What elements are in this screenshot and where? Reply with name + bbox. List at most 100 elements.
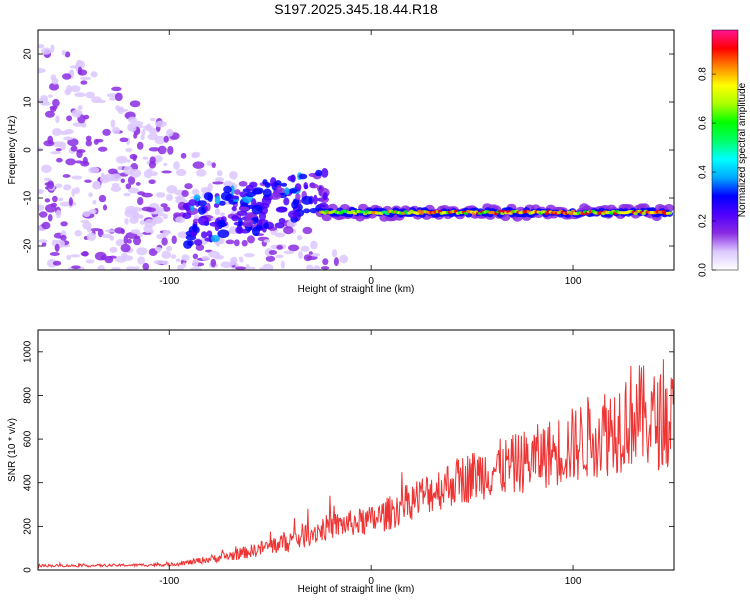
noise-cell [123,165,134,175]
feature-cell [244,214,250,219]
feature-cell [262,188,272,198]
noise-cell [149,156,156,164]
noise-cell [320,266,330,270]
noise-cell [161,250,172,259]
noise-cell [62,174,71,178]
snr-plot-area [38,330,674,570]
noise-cell [90,71,98,78]
feature-cell [287,175,296,182]
noise-cell [38,188,44,195]
noise-cell [120,228,125,235]
noise-cell [132,236,142,246]
noise-cell [331,249,338,258]
noise-cell [171,235,177,245]
feature-cell [263,222,269,229]
noise-cell [41,221,51,230]
noise-cell [160,203,168,208]
feature-cell [287,210,298,219]
noise-cell [161,237,168,246]
noise-cell [43,177,52,182]
noise-cell [177,264,184,270]
colorbar-tick-label: 0.4 [698,165,709,179]
noise-cell [52,128,62,136]
noise-cell [91,96,102,104]
heatmap-y-ticks: -20 -10 0 10 20 [23,48,674,253]
noise-cell [76,149,83,159]
noise-cell [175,258,181,263]
noise-cell [56,157,63,163]
noise-cell [163,135,169,143]
feature-cell [251,198,257,208]
noise-cell [59,130,69,135]
feature-cell [234,189,241,195]
noise-cell [110,173,122,182]
noise-cell [229,170,238,180]
noise-cell [243,253,255,258]
noise-cell [40,164,52,173]
noise-cell [101,233,113,239]
feature-cell [230,185,235,196]
feature-cell [217,229,230,239]
colorbar-tick-label: 0.8 [698,67,709,81]
colorbar: 0.0 0.2 0.4 0.6 0.8 Normalized spectral ampl… [698,29,748,277]
heatmap-x-label: Height of straight line (km) [298,284,415,295]
noise-cell [77,69,88,76]
y-tick-label: 10 [23,96,34,108]
noise-cell [129,153,138,160]
noise-cell [268,250,278,255]
noise-cell [191,188,200,196]
y-tick-label: 200 [23,518,34,535]
noise-cell [308,251,313,255]
noise-cell [165,230,172,235]
noise-cell [67,138,79,147]
noise-cell [49,252,60,256]
snr-series-line [38,359,674,569]
snr-y-ticks: 0 200 400 600 800 1000 [23,340,674,573]
noise-cell [231,256,238,266]
noise-cell [140,134,145,141]
noise-cell [192,253,199,260]
noise-cell [154,247,162,252]
colorbar-frame [711,29,739,271]
noise-cell [333,257,339,267]
y-tick-label: 0 [23,147,34,153]
noise-cell [310,252,321,257]
noise-cell [216,170,223,177]
noise-cell [55,209,62,219]
heatmap-x-ticks: -100 0 100 [159,30,582,287]
noise-cell [163,162,168,167]
noise-cell [49,82,59,91]
noise-cell [60,221,68,227]
noise-cell [310,240,318,250]
tone-band-peak [667,211,673,215]
feature-cell [232,195,240,200]
noise-cell [141,206,153,212]
feature-cell [190,204,195,212]
feature-cell [288,188,298,194]
noise-cell [195,244,205,251]
noise-cell [190,267,202,270]
noise-cell [287,244,300,252]
x-tick-label: 100 [565,576,582,587]
y-tick-label: 600 [23,430,34,447]
noise-cell [80,160,90,167]
snr-y-label: SNR (10 * v/v) [7,418,18,482]
noise-cell [179,205,184,210]
feature-cell [235,226,244,234]
noise-cell [126,238,132,244]
noise-cell [110,185,122,192]
noise-cell [51,77,59,85]
noise-cell [54,183,63,189]
y-tick-label: 20 [23,48,34,60]
noise-cell [80,80,88,85]
noise-cell [195,169,207,177]
snr-frame [37,329,675,571]
noise-cell [133,211,139,219]
noise-cell [117,166,123,170]
noise-cell [115,155,128,164]
noise-cell [104,229,117,233]
feature-cell [245,184,254,192]
noise-cell [125,266,137,270]
feature-cell [210,235,220,243]
x-tick-label: 100 [565,276,582,287]
